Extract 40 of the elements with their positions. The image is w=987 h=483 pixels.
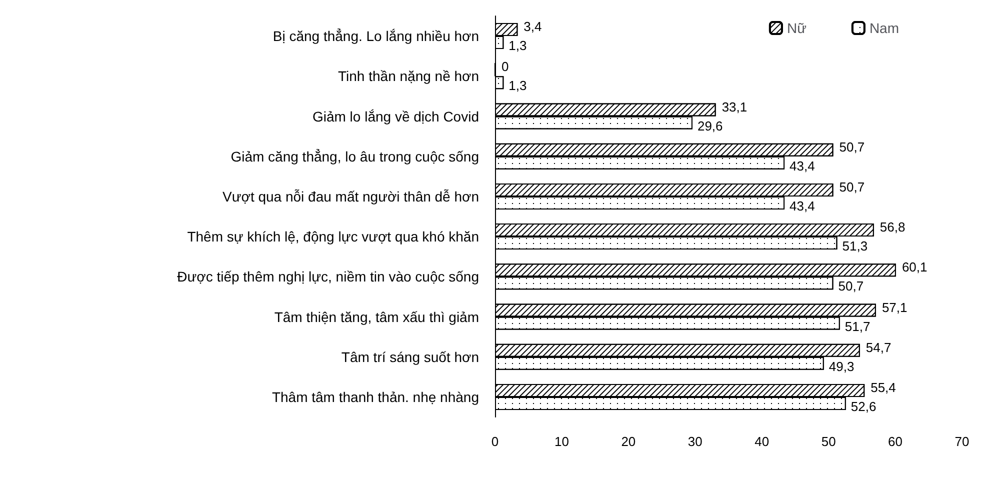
data-label: 55,4 (870, 380, 896, 395)
y-tick-label: Vượt qua nỗi đau mất người thân dễ hơn (222, 188, 479, 204)
y-tick-label: Được tiếp thêm nghị lực, niềm tin vào cuộc sống (177, 268, 479, 285)
data-label: 56,8 (880, 220, 906, 235)
data-label: 51,3 (842, 238, 868, 254)
data-label: 49,3 (828, 358, 854, 374)
y-tick-label: Giảm căng thẳng, lo âu trong cuộc sống (230, 148, 479, 164)
y-tick-label: Giảm lo lắng về dịch Covid (312, 108, 479, 124)
y-tick-label: Tâm trí sáng suốt hơn (341, 348, 479, 365)
data-label: 57,1 (882, 300, 908, 315)
y-tick-label: Thêm sự khích lệ, động lực vượt qua khó khăn (187, 228, 479, 245)
data-label: 33,1 (722, 99, 748, 114)
legend-label: Nam (869, 20, 900, 36)
data-label: 3,4 (524, 19, 542, 34)
x-tick-label: 50 (821, 434, 836, 449)
x-tick-label: 70 (954, 434, 970, 449)
data-label: 50,7 (839, 139, 865, 154)
data-label: 50,7 (839, 179, 865, 194)
data-label: 0 (502, 59, 509, 74)
y-tick-label: Tinh thần nặng nề hơn (338, 68, 479, 84)
data-label: 54,7 (866, 340, 892, 355)
data-label: 50,7 (838, 278, 864, 294)
data-label: 29,6 (697, 118, 723, 134)
data-label: 51,7 (844, 318, 870, 334)
x-tick-label: 0 (491, 434, 499, 449)
y-tick-label: Bị căng thẳng. Lo lắng nhiều hơn (272, 28, 479, 44)
y-tick-label: Tâm thiện tăng, tâm xấu thì giảm (274, 308, 479, 325)
data-label: 52,6 (850, 398, 876, 414)
data-label: 43,4 (790, 198, 815, 214)
data-label: 60,1 (902, 260, 928, 275)
data-label: 43,4 (790, 158, 815, 174)
y-tick-label: Thâm tâm thanh thản. nhẹ nhàng (272, 388, 479, 405)
data-label: 1,3 (508, 38, 527, 54)
x-tick-label: 10 (554, 434, 569, 449)
x-tick-label: 20 (621, 434, 636, 449)
legend-label: Nữ (786, 20, 806, 36)
x-tick-label: 60 (888, 434, 903, 449)
x-tick-label: 40 (754, 434, 770, 449)
data-label: 1,3 (508, 78, 527, 94)
x-tick-label: 30 (688, 434, 702, 449)
